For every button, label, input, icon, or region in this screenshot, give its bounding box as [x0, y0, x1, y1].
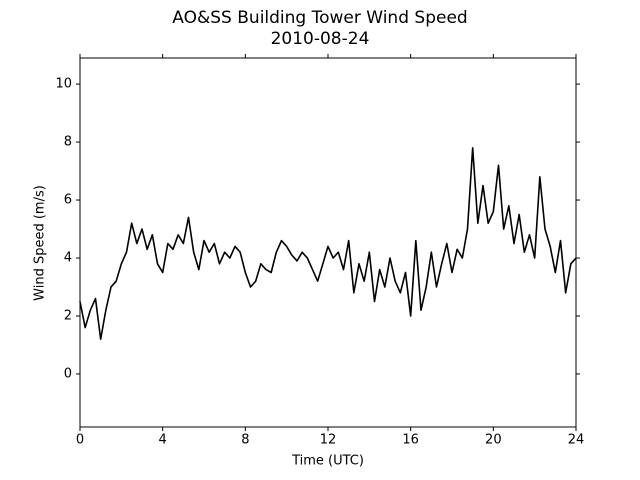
x-tick-label: 16 [402, 433, 419, 448]
y-tick-label: 8 [64, 135, 72, 150]
chart-subtitle: 2010-08-24 [271, 29, 370, 49]
y-tick-label: 6 [64, 193, 72, 208]
data-line [79, 147, 577, 340]
y-tick-label: 2 [64, 308, 72, 323]
chart-title: AO&SS Building Tower Wind Speed [172, 8, 467, 28]
y-axis-label: Wind Speed (m/s) [33, 185, 48, 301]
y-tick-label: 4 [64, 251, 72, 266]
x-tick-label: 12 [320, 433, 337, 448]
x-tick-label: 20 [485, 433, 502, 448]
x-axis-label: Time (UTC) [291, 454, 364, 469]
x-tick-label: 8 [241, 433, 249, 448]
x-tick-label: 4 [159, 433, 167, 448]
y-tick-label: 10 [55, 77, 72, 92]
x-tick-label: 24 [568, 433, 585, 448]
x-tick-label: 0 [76, 433, 84, 448]
y-tick-label: 0 [64, 366, 72, 381]
